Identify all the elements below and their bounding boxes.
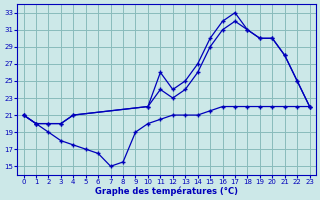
X-axis label: Graphe des températures (°C): Graphe des températures (°C)	[95, 186, 238, 196]
